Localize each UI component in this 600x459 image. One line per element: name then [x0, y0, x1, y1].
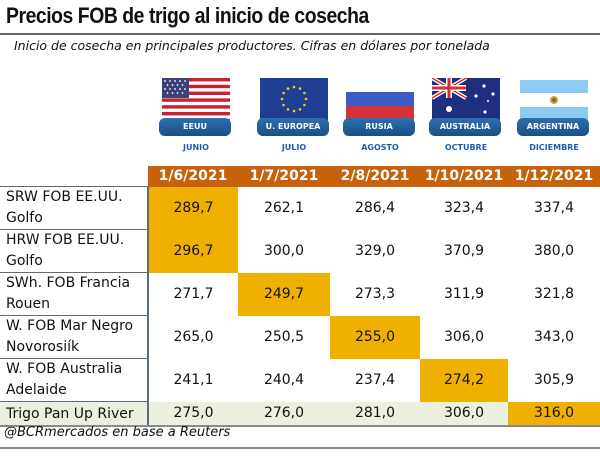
harvest-month: DICIEMBRE [529, 143, 579, 152]
price-cell: 296,7 [148, 229, 238, 273]
column-header: 1/12/2021 [508, 166, 600, 187]
price-cell: 306,0 [420, 401, 508, 427]
price-cell: 286,4 [354, 200, 396, 216]
row-label: HRW FOB EE.UU. Golfo [0, 229, 149, 273]
row-label-line1: W. FOB Australia [6, 361, 123, 377]
row-label-line2: Golfo [6, 253, 43, 269]
price-cell: 311,9 [443, 286, 485, 302]
price-cell: 265,0 [173, 329, 214, 345]
price-cell: 281,0 [330, 401, 420, 427]
price-cell: 273,3 [354, 286, 396, 302]
row-label: SRW FOB EE.UU. Golfo [0, 186, 149, 230]
price-cell: 275,0 [148, 401, 238, 427]
price-cell: 321,8 [533, 286, 575, 302]
country-badge: RUSIA [343, 118, 415, 136]
table-row: SWh. FOB Francia Rouen 271,7 249,7 273,3 … [0, 272, 600, 316]
country-badge: EEUU [159, 118, 231, 136]
table-row: HRW FOB EE.UU. Golfo 296,7 300,0 329,0 37… [0, 229, 600, 273]
harvest-month: OCTUBRE [444, 143, 488, 152]
harvest-month: AGOSTO [361, 143, 399, 152]
country-badge: AUSTRALIA [429, 118, 501, 136]
price-cell: 274,2 [420, 358, 508, 402]
fob-price-table: 1/6/2021 1/7/2021 2/8/2021 1/10/2021 1/1… [0, 166, 600, 427]
row-label-line1: SRW FOB EE.UU. [6, 189, 123, 205]
country-card-australia: AUSTRALIA OCTUBRE [426, 78, 512, 158]
harvest-month: JUNIO [183, 143, 209, 152]
price-cell: 276,0 [238, 401, 330, 427]
page-title: Precios FOB de trigo al inicio de cosech… [6, 3, 369, 28]
table-row: SRW FOB EE.UU. Golfo 289,7 262,1 286,4 32… [0, 186, 600, 230]
source-note: @BCRmercados en base a Reuters [4, 425, 231, 440]
country-card-ue: U. EUROPEA JULIO [254, 78, 340, 158]
price-cell: 237,4 [354, 372, 396, 388]
column-header: 1/6/2021 [148, 166, 238, 187]
table-row: W. FOB Mar Negro Novorosiík 265,0 250,5 2… [0, 315, 600, 359]
row-label-line2: Novorosiík [6, 339, 80, 355]
column-header: 1/7/2021 [238, 166, 330, 187]
price-cell: 271,7 [173, 286, 214, 302]
russia-flag-icon [346, 78, 414, 122]
row-label-line1: W. FOB Mar Negro [6, 318, 134, 334]
price-cell: 250,5 [263, 329, 305, 345]
price-cell: 380,0 [533, 243, 575, 259]
price-cell: 255,0 [330, 315, 420, 359]
column-header: 2/8/2021 [330, 166, 420, 187]
harvest-month: JULIO [281, 143, 307, 152]
price-cell: 370,9 [443, 243, 485, 259]
table-header-row: 1/6/2021 1/7/2021 2/8/2021 1/10/2021 1/1… [0, 166, 600, 187]
row-label: W. FOB Australia Adelaide [0, 358, 149, 402]
table-row: Trigo Pan Up River 275,0 276,0 281,0 306… [0, 401, 600, 427]
price-cell: 329,0 [354, 243, 396, 259]
footer-divider [0, 447, 600, 449]
price-cell: 305,9 [533, 372, 575, 388]
row-label-line1: SWh. FOB Francia [6, 275, 131, 291]
row-label: W. FOB Mar Negro Novorosiík [0, 315, 149, 359]
title-divider [0, 33, 600, 35]
country-badge: ARGENTINA [517, 118, 589, 136]
argentina-flag-icon [520, 78, 588, 122]
row-label-line2: Rouen [6, 296, 51, 312]
country-card-argentina: ARGENTINA DICIEMBRE [514, 78, 600, 158]
price-cell: 300,0 [263, 243, 305, 259]
usa-flag-icon [162, 78, 230, 122]
row-label-line2: Adelaide [6, 382, 67, 398]
eu-flag-icon [260, 78, 328, 122]
row-label: SWh. FOB Francia Rouen [0, 272, 149, 316]
price-cell: 289,7 [148, 186, 238, 230]
row-label: Trigo Pan Up River [0, 401, 149, 427]
column-header: 1/10/2021 [420, 166, 508, 187]
table-row: W. FOB Australia Adelaide 241,1 240,4 237… [0, 358, 600, 402]
country-badge: U. EUROPEA [257, 118, 329, 136]
price-cell: 337,4 [533, 200, 575, 216]
price-cell: 240,4 [263, 372, 305, 388]
price-cell: 316,0 [508, 401, 600, 427]
price-cell: 262,1 [263, 200, 305, 216]
price-cell: 323,4 [443, 200, 485, 216]
page-subtitle: Inicio de cosecha en principales product… [14, 38, 490, 53]
country-card-eeuu: EEUU JUNIO [156, 78, 242, 158]
header-blank [0, 166, 148, 187]
country-card-rusia: RUSIA AGOSTO [340, 78, 426, 158]
price-cell: 249,7 [238, 272, 330, 316]
row-label-line1: HRW FOB EE.UU. [6, 232, 125, 248]
price-cell: 343,0 [533, 329, 575, 345]
price-cell: 241,1 [173, 372, 214, 388]
australia-flag-icon [432, 78, 500, 122]
row-label-line2: Golfo [6, 210, 43, 226]
price-cell: 306,0 [443, 329, 485, 345]
